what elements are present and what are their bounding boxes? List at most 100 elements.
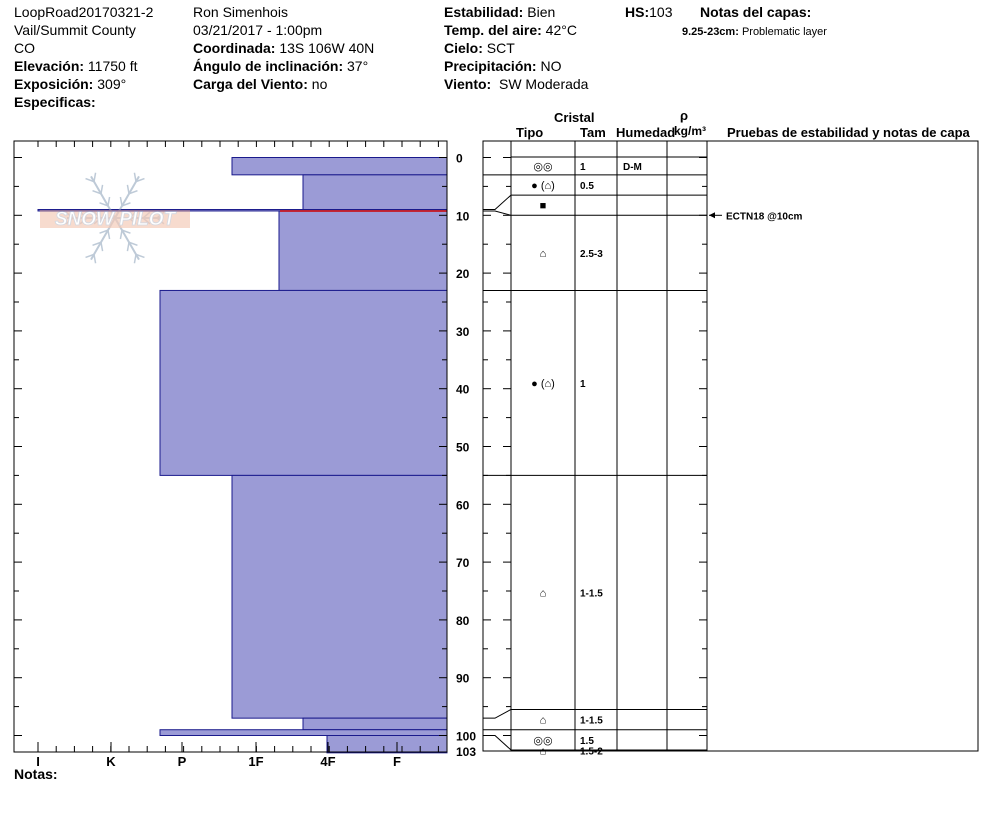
wind-load: Carga del Viento: no	[193, 76, 327, 92]
grain-size: 1.5-2	[580, 746, 603, 757]
grain-type-symbol: ◎◎	[533, 735, 552, 747]
snowflake-branch	[65, 217, 74, 225]
stability-test-label: ECTN18 @10cm	[726, 211, 803, 222]
hs: HS:103	[625, 4, 672, 20]
size-header: Tam	[580, 125, 606, 140]
snowflake-branch	[135, 177, 145, 183]
snowflake-branch	[92, 189, 102, 195]
hardness-layer	[159, 289, 448, 476]
air-temp-label: Temp. del aire:	[444, 22, 542, 38]
hardness-layer	[231, 157, 448, 176]
specifics-label: Especificas:	[14, 94, 96, 110]
aspect: Exposición: 309°	[14, 76, 126, 92]
coordinates: Coordinada: 13S 106W 40N	[193, 40, 374, 56]
wind-label: Viento:	[444, 76, 492, 92]
notes-label: Notas:	[14, 766, 58, 782]
logo-band	[40, 210, 190, 228]
aspect-label: Exposición:	[14, 76, 94, 92]
layer-connector	[483, 210, 512, 216]
hardness-layer	[302, 174, 448, 211]
x-tick-label: I	[36, 754, 40, 769]
snowflake-branch	[119, 196, 123, 207]
snowflake-branch	[107, 229, 111, 240]
y-tick-label-103: 103	[456, 745, 476, 759]
snowflake-branch	[121, 202, 131, 207]
y-tick-label: 60	[456, 498, 470, 512]
snowflake-branch	[93, 172, 97, 182]
grain-type-symbol: ● (⌂)	[531, 378, 555, 390]
snowflake-branch	[93, 211, 102, 219]
snowflake-branch	[93, 254, 97, 264]
snowflake-branch	[99, 202, 109, 207]
y-tick-label: 70	[456, 556, 470, 570]
snowflake-branch	[79, 211, 88, 219]
snowflake-branch	[142, 211, 151, 219]
hardness-layer	[231, 474, 448, 719]
snowflake-branch	[126, 242, 130, 252]
y-tick-label: 40	[456, 383, 470, 397]
grain-size: 1	[580, 162, 586, 173]
grain-size: 0.5	[580, 181, 594, 192]
type-header: Tipo	[516, 125, 544, 140]
logo-text: SNOW PILOT	[55, 209, 177, 230]
tests-header: Pruebas de estabilidad y notas de capa	[727, 125, 970, 140]
elevation-label: Elevación:	[14, 58, 85, 74]
snowflake-branch	[119, 229, 123, 240]
coord-label: Coordinada:	[193, 40, 276, 56]
grain-type-symbol: ⌂	[540, 715, 547, 727]
grain-type-symbol: ⌂	[540, 587, 547, 599]
air-temp: Temp. del aire: 42°C	[444, 22, 577, 38]
crystal-header: Cristal	[554, 110, 595, 125]
sky: Cielo: SCT	[444, 40, 515, 56]
snowflake-branch	[128, 189, 138, 195]
snowflake-branch	[142, 217, 151, 225]
datetime: 03/21/2017 - 1:00pm	[193, 22, 323, 38]
grain-size: 1-1.5	[580, 588, 603, 599]
layer-note-text: Problematic layer	[741, 26, 827, 38]
grain-size: 1	[580, 379, 586, 390]
layer-connector	[483, 735, 512, 751]
snowflake-branch	[92, 241, 102, 247]
stability: Estabilidad: Bien	[444, 4, 555, 20]
layer-note: 9.25-23cm: Problematic layer	[682, 24, 827, 40]
moisture-header: Humedad	[616, 125, 676, 140]
snowflake-branch	[133, 254, 137, 264]
stability-value: Bien	[527, 4, 556, 20]
layer-notes-label: Notas del capas:	[700, 4, 812, 20]
precip-label: Precipitación:	[444, 58, 537, 74]
aspect-value: 309°	[97, 76, 127, 92]
wind-value: SW Moderada	[498, 76, 589, 92]
snowflake-arm	[114, 217, 140, 261]
x-tick-label: 1F	[248, 754, 263, 769]
sky-label: Cielo:	[444, 40, 483, 56]
site-name: LoopRoad20170321-2	[14, 4, 154, 20]
snowflake-arm	[114, 175, 140, 219]
grain-type-symbol: ■	[540, 200, 547, 212]
hardness-layer	[326, 735, 448, 754]
density-unit-header: kg/m³	[674, 124, 707, 138]
snowflake-branch	[128, 241, 138, 247]
wind-load-label: Carga del Viento:	[193, 76, 308, 92]
snowflake-branch	[100, 184, 104, 194]
layer-connector	[483, 709, 512, 719]
x-tick-label: K	[106, 754, 116, 769]
air-temp-value: 42°C	[545, 22, 577, 38]
snow-pilot-logo: SNOW PILOT	[40, 172, 190, 264]
moisture: D-M	[623, 162, 642, 173]
coord-value: 13S 106W 40N	[279, 40, 375, 56]
grain-type-symbol: ⌂	[540, 248, 547, 260]
wind-load-value: no	[311, 76, 328, 92]
slope-label: Ángulo de inclinación:	[193, 58, 344, 74]
layer-note-range: 9.25-23cm:	[682, 26, 739, 38]
y-tick-label: 0	[456, 152, 463, 166]
y-tick-label: 10	[456, 209, 470, 223]
snowflake-branch	[156, 217, 165, 225]
hs-value: 103	[649, 4, 673, 20]
grain-size: 1.5	[580, 736, 594, 747]
wind: Viento: SW Moderada	[444, 76, 588, 92]
snowflake-branch	[99, 229, 109, 234]
snowflake-arm	[90, 217, 116, 261]
state: CO	[14, 40, 35, 56]
y-tick-label: 80	[456, 614, 470, 628]
